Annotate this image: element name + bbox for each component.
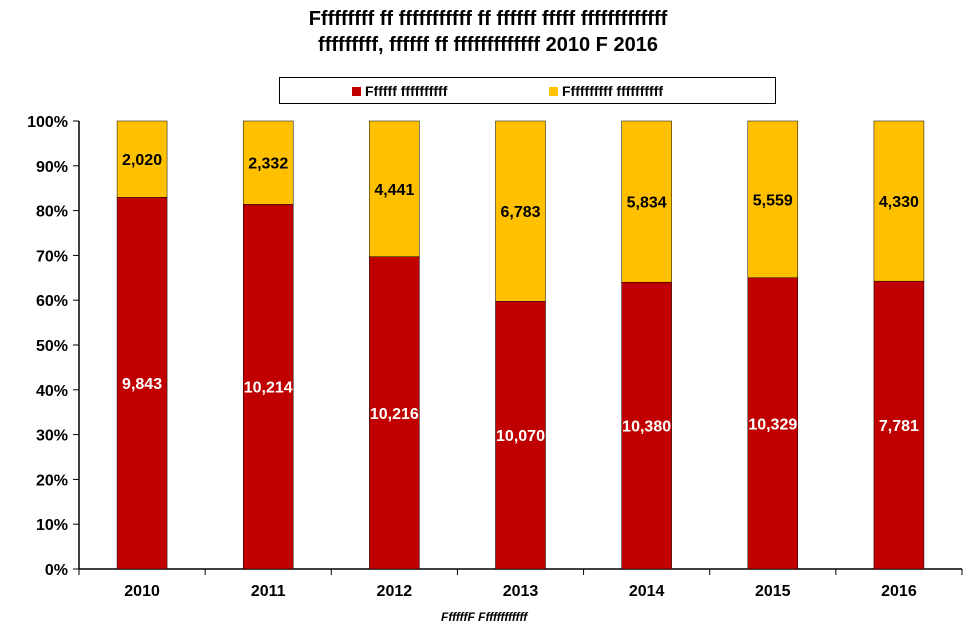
data-label-series-1: 7,781 [879,418,919,435]
chart-title-line-2: fffffffff, ffffff ff fffffffffffff 2010 … [318,34,658,56]
bar-series-1-2015 [747,277,799,570]
data-label-series-1: 10,214 [244,380,293,397]
legend: Ffffff ffffffffff Ffffffffff ffffffffff [279,77,776,104]
legend-item-series-1: Ffffff ffffffffff [352,83,447,99]
bar-series-2-2014 [621,120,672,283]
data-label-series-1: 10,380 [622,419,671,436]
data-label-series-2: 4,441 [374,182,414,199]
chart-title-line-1: Fffffffff ff fffffffffff ff ffffff fffff… [308,8,668,30]
y-tick-label: 20% [36,472,68,489]
y-tick-label: 50% [36,338,68,355]
x-tick-label: 2016 [881,583,917,600]
y-tick-label: 100% [27,114,68,131]
legend-swatch-series-2 [549,86,558,96]
bar-series-1-2013 [495,301,546,570]
y-tick-label: 90% [36,159,68,176]
bar-series-1-2016 [873,280,925,570]
data-label-series-2: 5,834 [627,195,667,212]
data-label-series-1: 10,070 [496,428,545,445]
y-tick-label: 40% [36,383,68,400]
bar-series-2-2010 [116,120,168,198]
x-tick-label: 2011 [251,583,286,600]
bar-series-2-2015 [747,120,799,278]
data-label-series-2: 5,559 [753,192,793,209]
x-tick-label: 2012 [377,583,413,600]
data-label-series-2: 6,783 [500,204,540,221]
data-label-series-2: 4,330 [879,194,919,211]
y-tick-label: 60% [36,293,68,310]
bar-series-1-2011 [242,204,294,570]
legend-item-series-2: Ffffffffff ffffffffff [549,83,663,99]
data-label-series-2: 2,332 [248,156,288,173]
x-tick-label: 2010 [124,583,160,600]
y-tick-label: 70% [36,248,68,265]
x-tick-label: 2015 [755,583,791,600]
bar-series-2-2011 [242,120,294,205]
bar-series-1-2010 [116,197,168,570]
legend-label-series-2: Ffffffffff ffffffffff [562,83,664,99]
data-label-series-1: 9,843 [122,376,162,393]
legend-label-series-1: Ffffff ffffffffff [365,83,448,99]
data-label-series-1: 10,216 [370,406,419,423]
bar-series-2-2013 [495,120,546,302]
source-note: FfffffF Ffffffffffff [441,610,528,624]
data-label-series-1: 10,329 [748,416,797,433]
y-tick-label: 80% [36,204,68,221]
y-tick-label: 10% [36,517,68,534]
legend-swatch-series-1 [352,86,361,96]
x-tick-label: 2013 [503,583,539,600]
data-label-series-2: 2,020 [122,152,162,169]
bar-series-2-2016 [873,120,925,282]
bar-series-1-2014 [621,281,672,570]
y-tick-label: 30% [36,428,68,445]
y-tick-label: 0% [45,562,68,579]
bar-series-1-2012 [369,256,420,570]
x-tick-label: 2014 [629,583,665,600]
chart-title: Fffffffff ff fffffffffff ff ffffff fffff… [0,6,976,58]
bar-series-2-2012 [369,120,420,257]
